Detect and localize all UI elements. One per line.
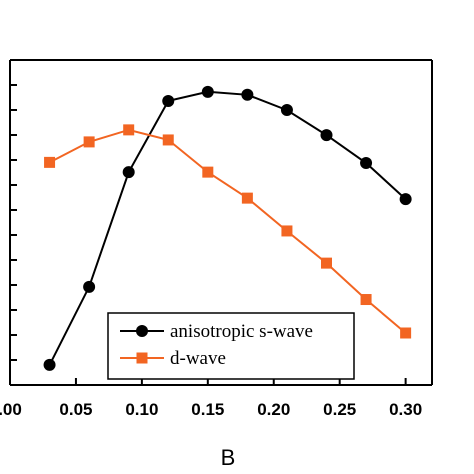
data-point [241,192,253,204]
x-tick-label: 0.05 [59,400,92,419]
x-tick-label: 0.25 [323,400,356,419]
data-point [320,129,333,142]
data-point [241,88,254,101]
x-tick-label: 0.15 [191,400,224,419]
legend: anisotropic s-wave d-wave [107,312,355,380]
x-axis-title: B [221,445,236,470]
data-point [400,327,412,339]
data-point [281,225,293,237]
data-point [44,156,56,168]
data-point [162,134,174,146]
y-axis-ticks [10,59,17,386]
data-point [122,166,135,179]
legend-label: d-wave [170,348,226,369]
data-point [321,257,332,269]
x-tick-label: .00 [0,400,22,419]
legend-marker [136,352,148,364]
data-point [43,358,56,371]
x-tick-label: 0.20 [257,400,290,419]
data-point [162,94,175,107]
x-tick-label: 0.30 [389,400,422,419]
legend-label: anisotropic s-wave [170,321,313,342]
legend-item: d-wave [120,348,226,369]
data-point [83,136,95,148]
data-point [360,157,373,170]
x-tick-label: 0.10 [125,400,158,419]
data-point [280,104,293,117]
data-point [83,280,96,293]
series-line [48,90,407,366]
legend-box [107,312,355,380]
plot-frame [9,59,433,386]
x-axis-ticks: .00 0.05 0.10 0.15 0.20 0.25 0.30 [0,378,422,419]
series-d-wave [44,124,412,339]
legend-marker [136,325,148,337]
series-line [49,128,407,334]
data-point [360,294,372,306]
data-point [201,85,214,98]
legend-item: anisotropic s-wave [120,321,313,342]
data-point [202,166,214,178]
series-anisotropic-s-wave [43,85,412,371]
series-layer [43,85,412,371]
data-point [399,193,412,206]
data-point [123,124,135,136]
